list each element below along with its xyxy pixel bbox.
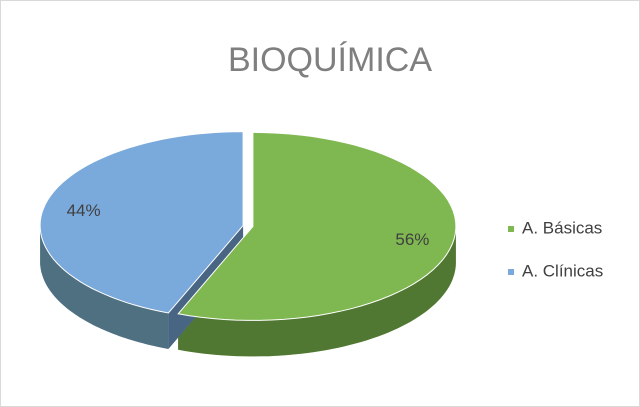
data-label: 56% (395, 230, 429, 249)
chart-title: BIOQUÍMICA (228, 41, 432, 79)
slice (39, 131, 244, 314)
slice-shade (40, 225, 169, 349)
legend-swatch (508, 269, 514, 275)
legend: A. Básicas A. Clínicas (508, 218, 603, 280)
data-label: 44% (67, 201, 101, 220)
slice-side (40, 225, 169, 349)
slice-side (178, 226, 456, 357)
slice (177, 131, 457, 321)
legend-swatch (508, 226, 514, 232)
legend-label: A. Básicas (522, 218, 602, 237)
legend-label: A. Clínicas (522, 261, 603, 280)
pie: 56% 44% (39, 131, 457, 357)
slice-shade (178, 226, 456, 357)
